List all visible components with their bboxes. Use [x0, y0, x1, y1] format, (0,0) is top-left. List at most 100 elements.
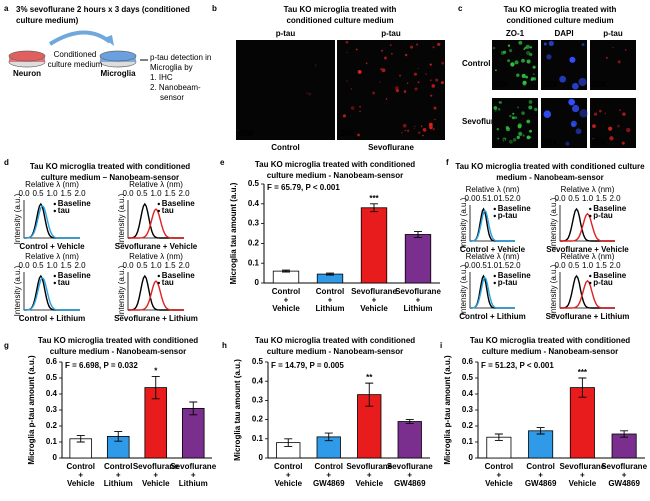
micrograph-signal: [514, 60, 519, 65]
sample-curve: [128, 208, 184, 239]
x-tick-label: 2.0: [509, 194, 521, 203]
bar: [181, 407, 205, 459]
chart-title: Tau KO microglia treated with conditione…: [38, 336, 198, 345]
micrograph-signal: [526, 135, 531, 140]
column-label: ZO-1: [506, 29, 525, 38]
chart-title: culture medium - Nanobeam-sensor: [482, 347, 618, 356]
magnification: 60X: [543, 80, 558, 89]
micrograph-signal: [568, 98, 575, 106]
y-axis-label: Microglia tau amount (a.u.): [229, 182, 238, 284]
legend-label: Baseline: [162, 199, 195, 208]
x-tick-label: Lithium: [179, 479, 208, 488]
micrograph-signal: [528, 100, 533, 104]
micrograph-signal: [546, 54, 552, 60]
panel-letter: a: [4, 4, 9, 13]
x-tick-label: 0.5: [136, 189, 148, 198]
x-tick-label: 0.5: [32, 189, 44, 198]
x-tick-label: 1.5: [164, 189, 176, 198]
x-tick-label: Vehicle: [67, 479, 95, 488]
y-axis-label: Intensity (a.u.): [13, 193, 22, 244]
y-tick-label: 0.3: [46, 405, 58, 414]
medium-label: culture medium: [48, 60, 103, 69]
x-tick-label: Control: [315, 462, 343, 471]
x-tick-label: +: [372, 296, 377, 305]
error-bar: [326, 272, 334, 276]
micrograph-signal: [432, 46, 435, 49]
x-tick-label: +: [191, 471, 196, 480]
significance: *: [154, 367, 158, 376]
neuron-label: Neuron: [13, 69, 41, 78]
y-tick-label: 0.3: [248, 219, 260, 228]
y-tick-label: 0.3: [462, 405, 474, 414]
micrograph-signal: [612, 46, 614, 49]
micrograph: [590, 40, 636, 90]
micrograph-signal: [565, 141, 570, 146]
x-tick-label: +: [497, 471, 502, 480]
caption: Sevoflurane + Lithium: [546, 312, 630, 321]
micrograph-signal: [314, 64, 317, 67]
micrograph-signal: [510, 62, 515, 67]
x-tick-label: Sevoflurane: [395, 287, 441, 296]
chart-title: Tau KO microglia treated with conditione…: [255, 160, 415, 169]
micrograph-signal: [417, 131, 421, 135]
x-tick-label: 1.5: [60, 261, 72, 270]
micrograph-signal: [432, 128, 435, 131]
x-tick-label: Sevoflurane: [170, 462, 216, 471]
micrograph-signal: [526, 50, 531, 56]
micrograph-signal: [497, 107, 501, 111]
micrograph-signal: [413, 72, 418, 76]
micrograph-signal: [516, 73, 520, 77]
micrograph-signal: [505, 127, 511, 132]
micrograph-signal: [399, 74, 402, 77]
y-tick-label: 0.2: [462, 421, 474, 430]
micrograph-signal: [499, 101, 502, 104]
y-tick-label: 0.1: [462, 437, 474, 446]
x-tick-label: 0.5: [568, 261, 580, 270]
micrograph-signal: [306, 92, 309, 95]
legend-marker: [157, 281, 160, 285]
micrograph-signal: [346, 80, 348, 82]
y-tick-label: 0: [259, 453, 264, 462]
micrograph-signal: [618, 109, 622, 112]
micrograph-signal: [572, 82, 579, 90]
micrograph-signal: [569, 56, 576, 63]
micrograph: [337, 40, 445, 140]
x-tick-label: Vehicle: [142, 479, 170, 488]
x-tick-label: GW4869: [394, 479, 426, 488]
micrograph-signal: [416, 43, 419, 46]
x-tick-label: +: [78, 471, 83, 480]
micrograph-signal: [521, 58, 525, 63]
micrograph-signal: [406, 82, 409, 84]
panel-a-title: culture medium): [16, 16, 79, 25]
arrow-head: [104, 35, 114, 46]
micrograph-signal: [383, 56, 387, 60]
stat-annotation: F = 65.79, P < 0.001: [267, 183, 340, 192]
micrograph-signal: [521, 74, 526, 78]
micrograph-signal: [592, 124, 596, 128]
x-tick-label: +: [416, 296, 421, 305]
micrograph-signal: [441, 61, 445, 65]
legend-marker: [53, 209, 56, 213]
micrograph-signal: [529, 136, 532, 139]
x-tick-label: Vehicle: [569, 479, 597, 488]
sample-curve: [560, 212, 615, 242]
legend-marker: [493, 274, 496, 278]
micrograph-signal: [543, 42, 547, 46]
micrograph-signal: [434, 118, 436, 121]
legend-label: Baseline: [58, 271, 91, 280]
x-tick-label: 0.0: [122, 261, 134, 270]
x-tick-label: Control: [316, 287, 344, 296]
magnification: 60X: [592, 80, 607, 89]
x-tick-label: Control: [274, 462, 302, 471]
micrograph-signal: [355, 48, 358, 51]
bar: [397, 421, 422, 459]
y-axis-label: Intensity (a.u.): [549, 264, 558, 315]
legend-marker: [589, 281, 592, 285]
legend-label: Baseline: [498, 271, 531, 280]
micrograph-signal: [604, 112, 607, 115]
micrograph-signal: [496, 127, 500, 131]
micrograph-signal: [402, 123, 407, 128]
x-tick-label: Lithium: [316, 304, 345, 313]
micrograph-signal: [578, 77, 587, 87]
micrograph-signal: [548, 40, 554, 46]
